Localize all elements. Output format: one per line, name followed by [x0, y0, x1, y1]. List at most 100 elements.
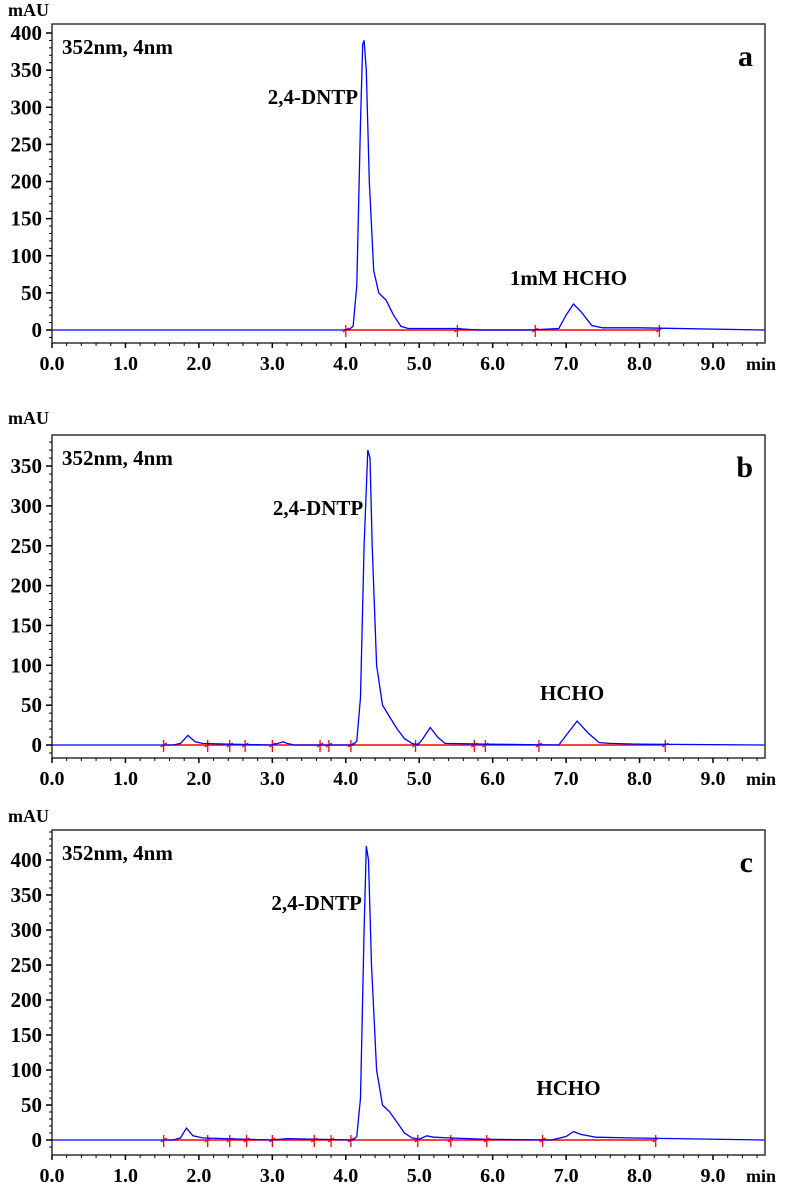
y-tick-label: 0	[32, 1128, 43, 1152]
y-tick-label: 300	[11, 95, 43, 119]
y-tick-label: 100	[11, 653, 43, 677]
x-axis-unit: min	[746, 354, 776, 374]
integration-mark	[414, 1135, 422, 1147]
x-tick-label: 7.0	[554, 1165, 579, 1185]
y-tick-label: 150	[11, 207, 43, 231]
y-tick-label: 150	[11, 1023, 43, 1047]
y-tick-label: 200	[11, 988, 43, 1012]
y-tick-label: 250	[11, 132, 43, 156]
y-tick-label: 0	[32, 318, 43, 342]
integration-mark	[316, 740, 324, 752]
y-tick-label: 350	[11, 883, 43, 907]
x-tick-label: 0.0	[40, 768, 65, 790]
panel-letter: b	[736, 451, 753, 484]
y-tick-label: 50	[21, 281, 42, 305]
plot-frame	[51, 23, 766, 344]
integration-mark	[160, 740, 167, 752]
wavelength-annotation: 352nm, 4nm	[62, 841, 173, 865]
integration-mark	[347, 740, 355, 752]
plot-frame	[51, 434, 766, 759]
x-tick-label: 9.0	[701, 1165, 726, 1185]
plot-frame	[51, 829, 766, 1156]
x-tick-label: 4.0	[333, 353, 358, 375]
x-tick-label: 6.0	[480, 768, 505, 790]
y-tick-label: 200	[11, 574, 43, 598]
y-tick-label: 400	[11, 848, 43, 872]
integration-mark	[268, 1135, 276, 1147]
integration-mark	[160, 1135, 167, 1147]
y-tick-label: 350	[11, 58, 43, 82]
x-tick-label: 4.0	[333, 768, 358, 790]
integration-mark	[226, 740, 234, 752]
y-tick-label: 50	[21, 1093, 42, 1117]
x-tick-label: 3.0	[260, 768, 285, 790]
y-tick-label: 100	[11, 1058, 43, 1082]
integration-mark	[454, 325, 461, 337]
integration-mark	[226, 1135, 234, 1147]
x-tick-label: 8.0	[627, 768, 652, 790]
x-tick-label: 5.0	[407, 1165, 432, 1185]
y-tick-label: 100	[11, 244, 43, 268]
integration-mark	[204, 740, 212, 752]
x-tick-label: 8.0	[627, 1165, 652, 1185]
peak-label-hcho: HCHO	[536, 1076, 600, 1100]
panel-letter: c	[740, 846, 753, 879]
panel-letter: a	[738, 40, 753, 73]
integration-mark	[327, 1135, 335, 1147]
peak-label-hcho: HCHO	[540, 681, 604, 705]
integration-mark	[481, 740, 489, 752]
integration-mark	[347, 1135, 355, 1147]
peak-label-hcho: 1mM HCHO	[510, 266, 627, 290]
x-axis-unit: min	[746, 1166, 776, 1185]
x-tick-label: 1.0	[113, 768, 138, 790]
integration-mark	[656, 325, 663, 337]
x-tick-label: 3.0	[260, 1165, 285, 1185]
integration-mark	[661, 740, 669, 752]
x-tick-label: 5.0	[407, 768, 432, 790]
x-tick-label: 2.0	[186, 768, 211, 790]
integration-mark	[243, 1135, 250, 1147]
chromatogram-trace	[52, 40, 765, 331]
integration-mark	[325, 740, 333, 752]
chromatogram-trace	[52, 449, 765, 746]
chart-panel-b: 0 50 100 150 200 250 300 350 0.0 1.0 2.0 3.0 4.0 5.0 6…	[8, 408, 776, 790]
x-tick-label: 1.0	[113, 353, 138, 375]
integration-mark	[652, 1135, 660, 1147]
x-axis-unit: min	[746, 769, 776, 789]
y-tick-label: 200	[11, 170, 43, 194]
integration-mark	[483, 1135, 491, 1147]
integration-mark	[204, 1135, 212, 1147]
x-tick-label: 2.0	[186, 353, 211, 375]
chart-panel-c: 0 50 100 150 200 250 300 350 400 0.0 1.0 2.0 3.0 4.0 5…	[8, 806, 776, 1185]
chart-panel-a: 0 50 100 150 200 250 300 350 400 0.0 1.0 2.0 3.0 4.0 5…	[8, 0, 776, 375]
x-tick-label: 7.0	[554, 353, 579, 375]
x-tick-label: 0.0	[40, 1165, 65, 1185]
y-tick-label: 400	[11, 21, 43, 45]
chromatogram-trace	[52, 845, 765, 1141]
x-tick-label: 3.0	[260, 353, 285, 375]
y-tick-label: 300	[11, 494, 43, 518]
y-tick-label: 150	[11, 613, 43, 637]
x-tick-label: 8.0	[627, 353, 652, 375]
peak-label-dntp: 2,4-DNTP	[273, 496, 364, 520]
peak-label-dntp: 2,4-DNTP	[271, 891, 362, 915]
x-tick-label: 5.0	[407, 353, 432, 375]
x-tick-label: 0.0	[40, 353, 65, 375]
y-tick-label: 0	[32, 733, 43, 757]
y-tick-label: 250	[11, 953, 43, 977]
y-axis-unit: mAU	[8, 408, 49, 428]
y-axis-unit: mAU	[8, 0, 49, 20]
x-tick-label: 6.0	[480, 353, 505, 375]
integration-mark	[268, 740, 276, 752]
integration-mark	[241, 740, 249, 752]
integration-mark	[535, 740, 543, 752]
x-tick-label: 7.0	[554, 768, 579, 790]
x-tick-label: 9.0	[701, 353, 726, 375]
integration-mark	[531, 325, 539, 337]
wavelength-annotation: 352nm, 4nm	[62, 35, 173, 59]
integration-mark	[412, 740, 419, 752]
y-axis-unit: mAU	[8, 806, 49, 826]
wavelength-annotation: 352nm, 4nm	[62, 446, 173, 470]
x-tick-label: 2.0	[186, 1165, 211, 1185]
